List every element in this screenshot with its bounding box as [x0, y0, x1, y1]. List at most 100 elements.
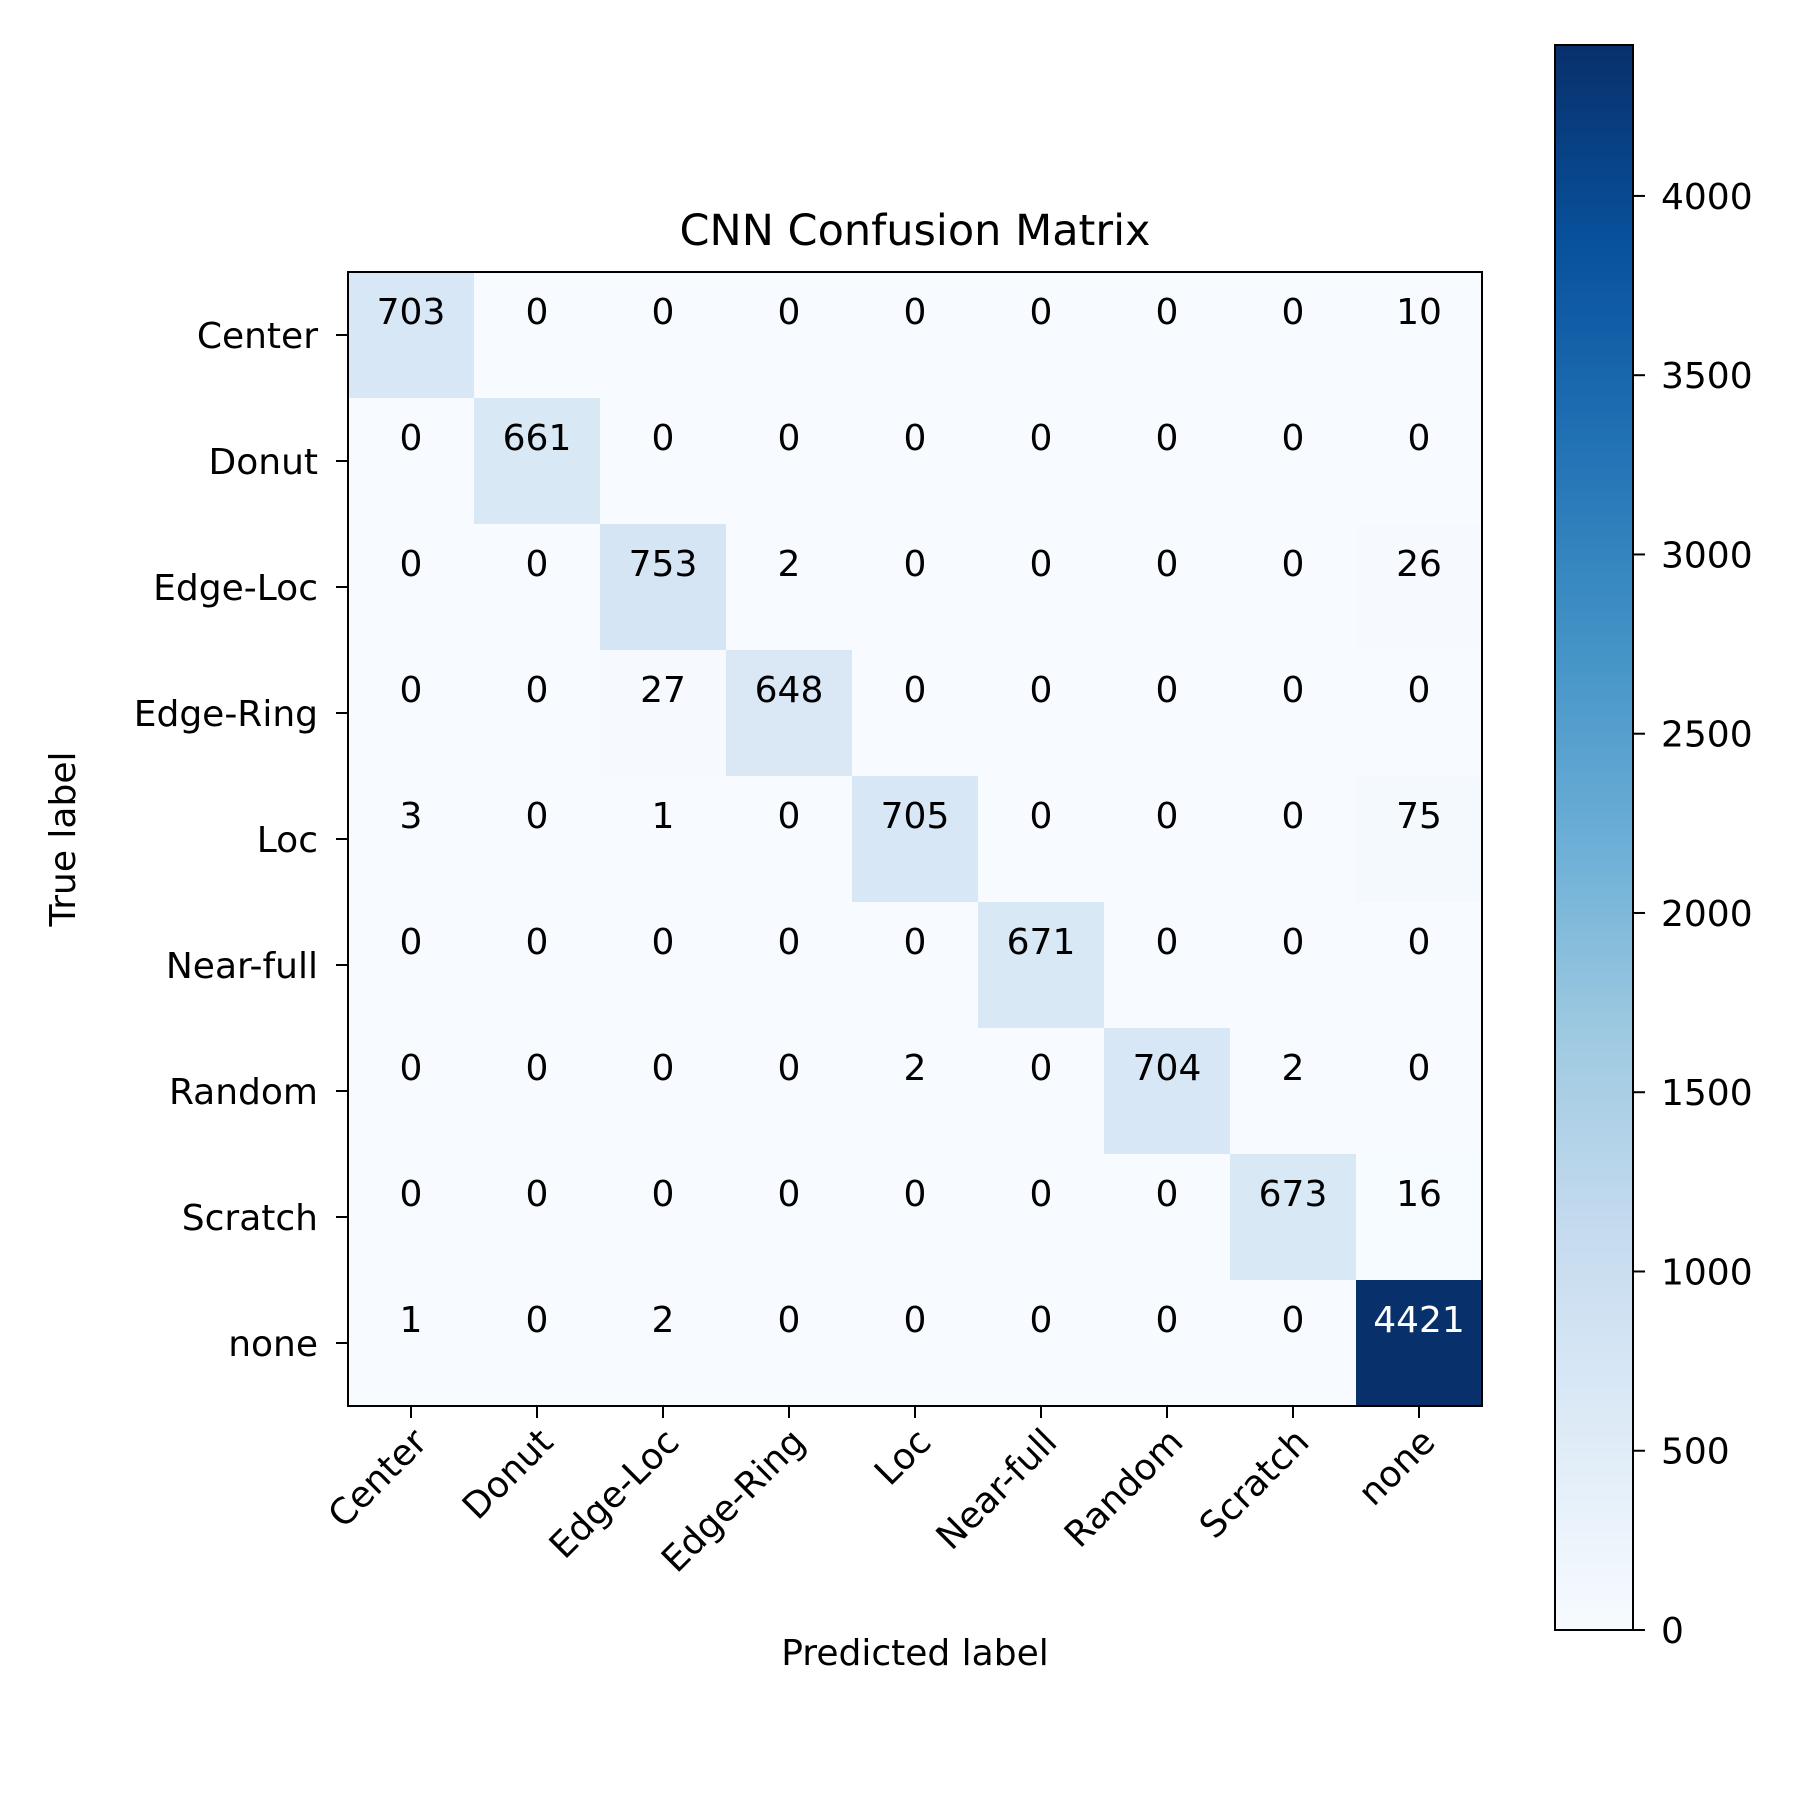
matrix-cell [978, 1154, 1105, 1281]
matrix-cell [1230, 902, 1357, 1029]
cell-value-label: 753 [629, 544, 698, 585]
cell-value-label: 648 [755, 670, 824, 711]
cell-value-label: 0 [652, 1174, 675, 1215]
matrix-cell [1230, 272, 1357, 399]
matrix-cell [1104, 1028, 1231, 1155]
cell-value-label: 0 [1408, 922, 1431, 963]
matrix-cell [348, 1280, 475, 1407]
matrix-cell [726, 272, 853, 399]
cell-value-label: 1 [400, 1300, 423, 1341]
cell-value-label: 0 [1156, 1300, 1179, 1341]
x-tick-label: Donut [455, 1421, 561, 1527]
matrix-cell [348, 1154, 475, 1281]
cell-value-label: 2 [904, 1048, 927, 1089]
matrix-cell-labels: 703 0 0 0 0 0 0 0 100 661 0 0 0 0 0 0 00 0 753 2 0 0 0 0 260 0 27 6… [377, 292, 1465, 1341]
cell-value-label: 0 [652, 922, 675, 963]
cell-value-label: 0 [1030, 670, 1053, 711]
cell-value-label: 0 [778, 796, 801, 837]
matrix-cell [726, 776, 853, 903]
matrix-cell [726, 1028, 853, 1155]
cell-value-label: 0 [1156, 670, 1179, 711]
matrix-cell [348, 272, 475, 399]
matrix-cell [1356, 1154, 1483, 1281]
matrix-cell [852, 272, 979, 399]
cell-value-label: 704 [1133, 1048, 1202, 1089]
x-tick-label: none [1351, 1421, 1443, 1513]
matrix-cell [726, 524, 853, 651]
colorbar-tick-label: 3000 [1661, 535, 1753, 576]
cell-value-label: 0 [526, 544, 549, 585]
cell-value-label: 3 [400, 796, 423, 837]
y-tick-label: Loc [257, 820, 318, 861]
matrix-cell [852, 776, 979, 903]
cell-value-label: 1 [652, 796, 675, 837]
matrix-cell [726, 1280, 853, 1407]
matrix-cell [726, 902, 853, 1029]
y-tick-label: none [228, 1324, 318, 1365]
matrix-cell [1356, 524, 1483, 651]
cell-value-label: 0 [904, 1300, 927, 1341]
matrix-cells [348, 272, 1483, 1407]
matrix-cell [978, 398, 1105, 525]
matrix-cell [852, 524, 979, 651]
matrix-cell [1230, 650, 1357, 777]
cell-value-label: 0 [778, 1048, 801, 1089]
y-axis-title: True label [43, 752, 84, 928]
cell-value-label: 0 [778, 1300, 801, 1341]
colorbar-tick-label: 4000 [1661, 177, 1753, 218]
x-tick-label: Scratch [1192, 1421, 1317, 1546]
matrix-cell [852, 1280, 979, 1407]
matrix-cell [1104, 650, 1231, 777]
matrix-cell [726, 398, 853, 525]
matrix-cell [348, 650, 475, 777]
cell-value-label: 0 [778, 418, 801, 459]
matrix-cell [978, 1028, 1105, 1155]
cell-value-label: 0 [904, 418, 927, 459]
matrix-cell [348, 902, 475, 1029]
cell-value-label: 0 [904, 922, 927, 963]
y-tick-label: Donut [209, 442, 319, 483]
cell-value-label: 0 [1030, 796, 1053, 837]
cell-value-label: 0 [1030, 1300, 1053, 1341]
matrix-cell [1104, 524, 1231, 651]
cell-value-label: 0 [400, 922, 423, 963]
cell-value-label: 0 [1156, 544, 1179, 585]
cell-value-label: 0 [1030, 292, 1053, 333]
cell-value-label: 0 [778, 292, 801, 333]
matrix-cell [1356, 1028, 1483, 1155]
cell-value-label: 671 [1007, 922, 1076, 963]
cell-value-label: 0 [778, 922, 801, 963]
cell-value-label: 0 [526, 670, 549, 711]
cell-value-label: 0 [1156, 418, 1179, 459]
cell-value-label: 0 [1156, 1174, 1179, 1215]
matrix-cell [852, 1154, 979, 1281]
matrix-cell [1230, 1028, 1357, 1155]
matrix-cell [1356, 650, 1483, 777]
matrix-cell [1356, 776, 1483, 903]
cell-value-label: 0 [400, 670, 423, 711]
cell-value-label: 0 [1408, 1048, 1431, 1089]
y-tick-label: Random [169, 1072, 318, 1113]
cell-value-label: 0 [1282, 418, 1305, 459]
matrix-cell [600, 398, 727, 525]
cell-value-label: 705 [881, 796, 950, 837]
matrix-cell [600, 272, 727, 399]
matrix-cell [1230, 776, 1357, 903]
matrix-cell [978, 902, 1105, 1029]
cell-value-label: 75 [1396, 796, 1442, 837]
cell-value-label: 0 [400, 544, 423, 585]
cell-value-label: 27 [640, 670, 686, 711]
cell-value-label: 0 [1030, 544, 1053, 585]
cell-value-label: 0 [904, 292, 927, 333]
cell-value-label: 0 [526, 1174, 549, 1215]
matrix-cell [600, 1028, 727, 1155]
cell-value-label: 0 [1282, 544, 1305, 585]
cell-value-label: 0 [1030, 1048, 1053, 1089]
cell-value-label: 0 [1282, 292, 1305, 333]
cell-value-label: 0 [526, 922, 549, 963]
matrix-cell [474, 272, 601, 399]
cell-value-label: 2 [1282, 1048, 1305, 1089]
matrix-cell [1104, 902, 1231, 1029]
cell-value-label: 0 [526, 796, 549, 837]
cell-value-label: 0 [904, 1174, 927, 1215]
